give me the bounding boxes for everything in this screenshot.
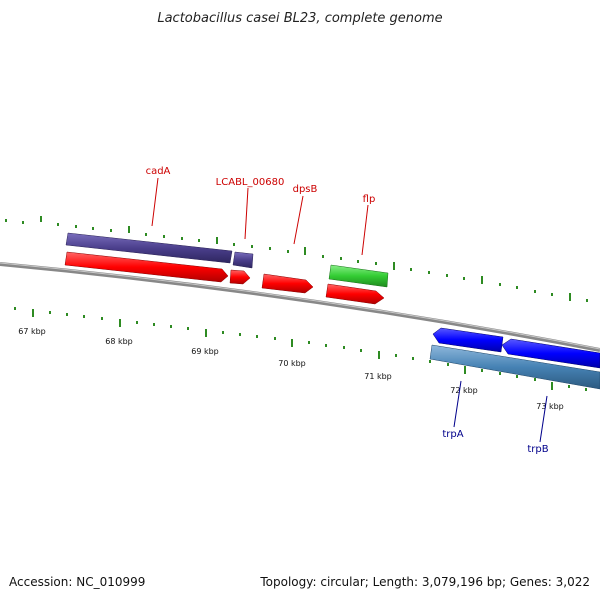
gene-label-trpA[interactable]: trpA	[442, 429, 463, 440]
scale-label: 70 kbp	[278, 359, 306, 368]
reverse-features	[429, 327, 600, 390]
leader-line-LCABL_00680	[244, 187, 249, 240]
forward-tick-track	[5, 216, 588, 302]
scale-labels: 67 kbp 68 kbp 69 kbp 70 kbp 71 kbp 72 kb…	[18, 327, 564, 411]
leader-line-cadA	[151, 177, 159, 227]
scale-label: 72 kbp	[450, 386, 478, 395]
gene-label-flp[interactable]: flp	[363, 194, 376, 205]
cds-flp[interactable]	[325, 283, 385, 305]
forward-gene-labels: cadA LCABL_00680 dpsB flp	[146, 166, 376, 256]
scale-label: 67 kbp	[18, 327, 46, 336]
gene-LCABL_00680[interactable]	[232, 251, 254, 269]
gene-flp[interactable]	[328, 264, 389, 288]
cds-dpsB[interactable]	[261, 273, 314, 294]
scale-label: 68 kbp	[105, 337, 133, 346]
scale-label: 69 kbp	[191, 347, 219, 356]
leader-line-flp	[361, 204, 369, 256]
accession-text: Accession: NC_010999	[9, 575, 145, 589]
gene-label-LCABL_00680[interactable]: LCABL_00680	[216, 177, 285, 188]
genome-backbone	[0, 262, 600, 352]
gene-label-dpsB[interactable]: dpsB	[293, 184, 318, 195]
genome-summary-text: Topology: circular; Length: 3,079,196 bp…	[259, 575, 590, 589]
map-title: Lactobacillus casei BL23, complete genom…	[157, 11, 442, 26]
scale-label: 71 kbp	[364, 372, 392, 381]
scale-label: 73 kbp	[536, 402, 564, 411]
leader-line-trpA	[453, 380, 462, 428]
cds-cadA[interactable]	[64, 251, 229, 283]
forward-features	[64, 232, 389, 305]
gene-label-cadA[interactable]: cadA	[146, 166, 171, 177]
cds-LCABL_00680[interactable]	[229, 269, 251, 285]
leader-line-trpB	[539, 395, 548, 443]
leader-line-dpsB	[293, 195, 304, 245]
reverse-gene-labels: trpA trpB	[442, 380, 549, 455]
cds-trpA[interactable]	[432, 327, 504, 353]
reverse-tick-track	[14, 307, 587, 391]
gene-trpA-trpB[interactable]	[429, 344, 600, 390]
cds-trpB[interactable]	[501, 338, 600, 369]
gene-cadA[interactable]	[65, 232, 233, 264]
gene-label-trpB[interactable]: trpB	[527, 444, 548, 455]
